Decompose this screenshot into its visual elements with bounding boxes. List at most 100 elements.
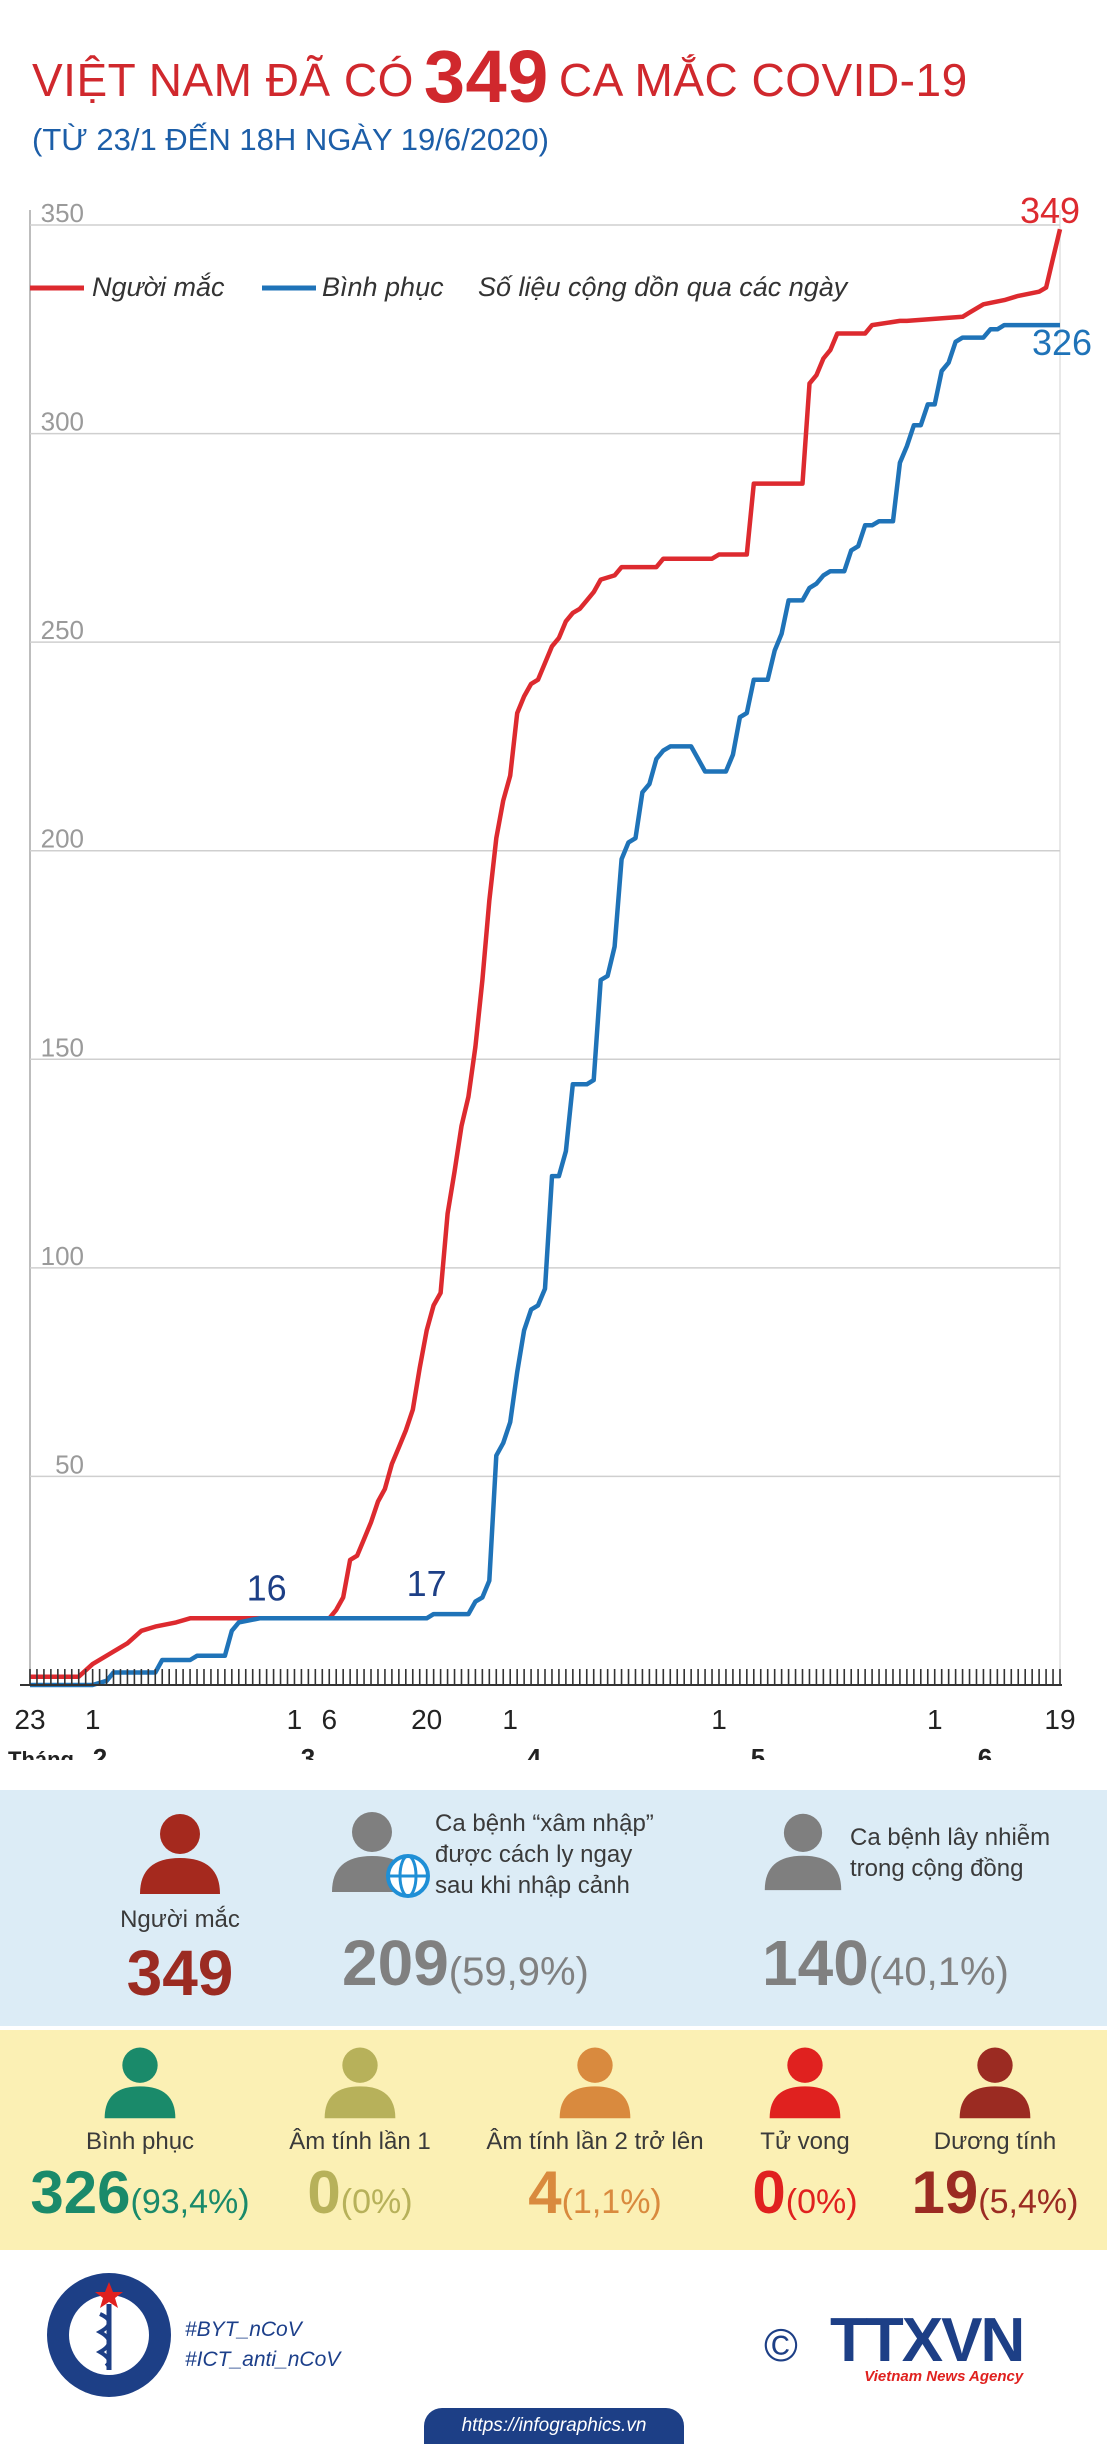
person-head (352, 1812, 392, 1852)
stat-outcome: Bình phục 326(93,4%) (10, 2044, 270, 2227)
cumulative-cases-chart: 50 100 150 200 250 300 350 Người mắc Bình phục… (8, 190, 1092, 1760)
stat-number: 4 (528, 2159, 562, 2226)
month-label: 3 (301, 1743, 315, 1760)
stat-label-lines: Ca bệnh lây nhiễm trong cộng đồng (850, 1822, 1050, 1884)
stat-percent: (40,1%) (868, 1950, 1009, 1994)
person-body (769, 2086, 841, 2119)
stat-label: Âm tính lần 2 trở lên (486, 2128, 704, 2155)
stat-label: Tử vong (760, 2128, 850, 2155)
stat-total-cases: Người mắc 349 (55, 1810, 305, 2010)
y-tick-label: 150 (41, 1032, 84, 1062)
person-body (559, 2086, 631, 2119)
y-tick-label: 300 (41, 407, 84, 437)
person-icon (324, 2047, 396, 2119)
stat-percent: (5,4%) (978, 2183, 1079, 2221)
stat-outcome: Âm tính lần 1 0(0%) (250, 2044, 470, 2227)
ministry-of-health-logo (47, 2273, 171, 2397)
person-head (342, 2047, 378, 2083)
stat-label: Âm tính lần 1 (289, 2128, 431, 2155)
stat-outcome: Âm tính lần 2 trở lên 4(1,1%) (470, 2044, 720, 2227)
person-head (122, 2047, 158, 2083)
legend-note: Số liệu cộng dồn qua các ngày (478, 272, 849, 302)
hashtag-byt: #BYT_nCoV (185, 2318, 302, 2341)
stat-label-line: Ca bệnh “xâm nhập” (435, 1810, 654, 1837)
person-head (783, 1813, 823, 1852)
stat-number: 326 (30, 2159, 131, 2226)
person-head (977, 2047, 1013, 2083)
stat-label: Người mắc (120, 1906, 240, 1933)
stat-label-line: được cách ly ngay (435, 1841, 633, 1868)
stat-percent: (59,9%) (448, 1950, 589, 1994)
stat-value: 140(40,1%) (762, 1926, 1009, 2000)
agency-tagline: Vietnam News Agency (864, 2368, 1024, 2385)
data-label: 349 (1020, 190, 1080, 231)
x-tick-label: 1 (287, 1704, 303, 1735)
source-url[interactable]: https://infographics.vn (424, 2408, 684, 2444)
stat-label: Bình phục (85, 2128, 195, 2155)
stat-label-line: Ca bệnh lây nhiễm (850, 1824, 1051, 1851)
title-number: 349 (423, 35, 549, 118)
stat-number: 0 (752, 2159, 786, 2226)
x-tick-label: 1 (711, 1704, 727, 1735)
y-tick-label: 200 (41, 824, 84, 854)
stat-number: 0 (307, 2159, 341, 2226)
data-label: 17 (407, 1563, 447, 1604)
hashtag-ict: #ICT_anti_nCoV (185, 2348, 341, 2371)
data-label: 16 (247, 1567, 287, 1608)
person-globe-icon (332, 1812, 430, 1898)
stat-label: Dương tính (933, 2128, 1057, 2155)
legend-label-recovered: Bình phục (322, 272, 444, 302)
stat-label-line: trong cộng đồng (850, 1855, 1024, 1882)
month-label: 4 (527, 1743, 542, 1760)
y-tick-label: 350 (41, 198, 84, 228)
page-title: VIỆT NAM ĐÃ CÓ 349 CA MẮC COVID-19 (32, 34, 1072, 119)
copyright-icon: © (764, 2319, 798, 2371)
stat-outcome: Dương tính 19(5,4%) (880, 2044, 1107, 2227)
summary-panel-outcomes: Bình phục 326(93,4%) Âm tính lần 1 0(0%) Âm … (0, 2030, 1107, 2250)
page-subtitle: (TỪ 23/1 ĐẾN 18H NGÀY 19/6/2020) (32, 122, 549, 157)
legend-label-infected: Người mắc (92, 271, 225, 302)
agency-logo-text: TTXVN (830, 2306, 1025, 2375)
x-tick-label: 1 (502, 1704, 518, 1735)
person-body (104, 2086, 176, 2119)
x-tick-label: 6 (321, 1704, 337, 1735)
month-label: 6 (978, 1743, 992, 1760)
agency-logo: TTXVN Vietnam News Agency (830, 2306, 1025, 2386)
stat-value: 4(1,1%) (470, 2158, 720, 2227)
person-icon (559, 2047, 631, 2119)
x-tick-label: 1 (85, 1704, 101, 1735)
stat-value: 0(0%) (250, 2158, 470, 2227)
stat-value: 209(59,9%) (342, 1926, 589, 2000)
y-tick-label: 100 (41, 1241, 84, 1271)
stat-number: 349 (126, 1937, 234, 2009)
person-icon (140, 1814, 220, 1894)
person-body (959, 2086, 1031, 2119)
person-body (764, 1855, 842, 1891)
stat-value: 19(5,4%) (880, 2158, 1107, 2227)
stat-number: 19 (911, 2159, 979, 2226)
stat-number: 209 (342, 1927, 449, 1999)
stat-value: 326(93,4%) (10, 2158, 270, 2227)
person-icon (104, 2047, 176, 2119)
series-line-infected (30, 228, 1063, 1679)
stat-outcome: Tử vong 0(0%) (725, 2044, 885, 2227)
summary-panel-cases: Người mắc 349 Ca bệnh “xâm nhập” được cá… (0, 1790, 1107, 2026)
person-icon (769, 2047, 841, 2119)
x-tick-label: 1 (927, 1704, 943, 1735)
stat-percent: (1,1%) (561, 2183, 662, 2221)
person-head (160, 1814, 200, 1854)
x-tick-label: 23 (14, 1704, 45, 1735)
stat-percent: (0%) (785, 2183, 858, 2221)
stat-label-lines: Ca bệnh “xâm nhập” được cách ly ngay sau… (435, 1808, 654, 1901)
snake-icon (95, 2312, 111, 2368)
series-line-recovered (30, 322, 1060, 1688)
stat-value: 0(0%) (725, 2158, 885, 2227)
title-suffix: CA MẮC COVID-19 (558, 54, 968, 106)
stat-number: 140 (762, 1927, 869, 1999)
month-label: 2 (93, 1743, 107, 1760)
x-tick-label: 20 (411, 1704, 442, 1735)
stat-percent: (0%) (340, 2183, 413, 2221)
star-icon (95, 2282, 123, 2308)
person-icon (764, 1813, 842, 1891)
